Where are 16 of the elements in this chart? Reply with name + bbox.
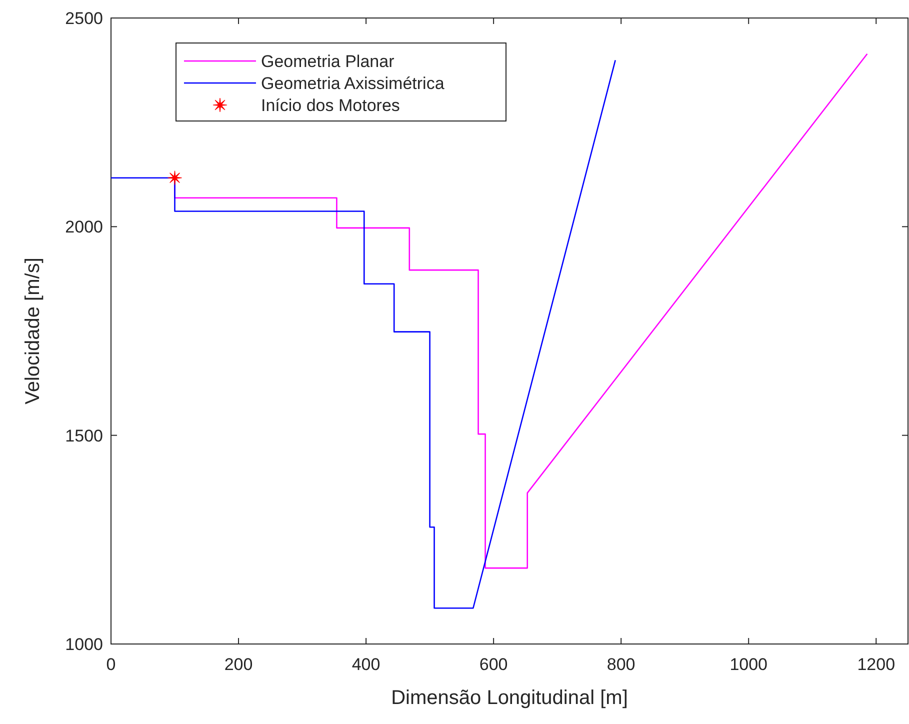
y-tick-label: 2000: [65, 218, 103, 237]
y-axis-title: Velocidade [m/s]: [22, 258, 44, 404]
y-tick-label: 2500: [65, 8, 103, 28]
x-tick-label: 600: [479, 655, 508, 674]
x-tick-label: 400: [352, 655, 380, 674]
legend-label: Geometria Axissimétrica: [261, 74, 445, 93]
x-tick-label: 1200: [857, 655, 896, 674]
legend-label: Início dos Motores: [261, 96, 400, 115]
x-axis-title: Dimensão Longitudinal [m]: [391, 687, 628, 709]
x-tick-label: 200: [224, 655, 253, 674]
legend-label: Geometria Planar: [261, 52, 395, 71]
y-tick-label: 1000: [65, 634, 103, 654]
y-tick-label: 1500: [65, 426, 103, 446]
x-tick-label: 800: [606, 655, 636, 674]
x-tick-label: 0: [106, 655, 116, 674]
x-tick-label: 1000: [730, 655, 768, 674]
